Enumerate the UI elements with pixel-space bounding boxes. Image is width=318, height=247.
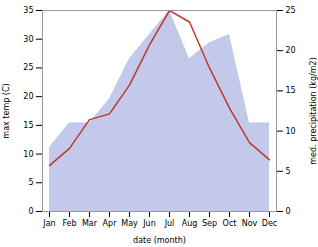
svg-text:Jan: Jan [42, 219, 55, 228]
svg-text:25: 25 [286, 6, 296, 15]
svg-text:max temp (C): max temp (C) [2, 83, 11, 138]
svg-text:Apr: Apr [103, 219, 118, 228]
svg-text:Dec: Dec [262, 219, 277, 228]
svg-text:35: 35 [23, 6, 33, 15]
svg-text:Nov: Nov [242, 219, 258, 228]
svg-text:30: 30 [23, 35, 33, 44]
svg-text:20: 20 [23, 92, 33, 101]
svg-text:date (month): date (month) [133, 236, 186, 245]
svg-text:10: 10 [286, 127, 296, 136]
svg-text:med. precipitation (kg/m2): med. precipitation (kg/m2) [309, 57, 318, 164]
svg-text:Sep: Sep [202, 219, 217, 228]
svg-text:25: 25 [23, 63, 33, 72]
svg-text:Jun: Jun [142, 219, 156, 228]
svg-text:Jul: Jul [164, 219, 175, 228]
svg-text:15: 15 [23, 121, 33, 130]
svg-text:Aug: Aug [182, 219, 198, 228]
svg-text:Oct: Oct [223, 219, 237, 228]
svg-text:10: 10 [23, 150, 33, 159]
svg-text:20: 20 [286, 46, 296, 55]
svg-text:Mar: Mar [82, 219, 98, 228]
svg-text:15: 15 [286, 86, 296, 95]
svg-text:5: 5 [286, 167, 291, 176]
svg-text:May: May [121, 219, 138, 228]
svg-text:0: 0 [286, 207, 291, 216]
svg-text:0: 0 [28, 207, 33, 216]
svg-text:5: 5 [28, 178, 33, 187]
svg-text:Feb: Feb [62, 219, 76, 228]
